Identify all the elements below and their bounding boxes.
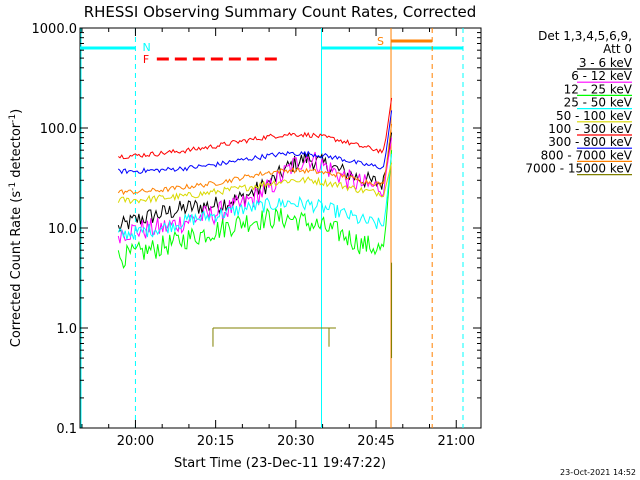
x-axis-label: Start Time (23-Dec-11 19:47:22) — [174, 456, 386, 471]
y-axis-label-sup2: -1 — [8, 114, 18, 123]
flare-label: F — [143, 53, 149, 66]
legend-entry-label: 25 - 50 keV — [564, 96, 633, 110]
y-tick-label: 0.1 — [56, 422, 77, 437]
y-tick-label: 1.0 — [56, 322, 77, 337]
plot-area: N S F 20:00 20:15 20:30 20:45 21:00 0.1 1.0 10.0 1… — [32, 22, 482, 449]
y-axis-label-mid: detector — [9, 122, 24, 182]
x-tick-label: 21:00 — [438, 434, 475, 449]
y-axis-label-main: Corrected Count Rate (s — [9, 191, 24, 348]
footer-timestamp: 23-Oct-2021 14:52 — [560, 468, 636, 477]
x-tick-label: 20:45 — [357, 434, 394, 449]
series-line-100-300-kev — [117, 97, 393, 160]
series-layer — [117, 97, 393, 359]
legend-header-detectors: Det 1,3,4,5,6,9, — [538, 29, 632, 43]
y-tick-label: 1000.0 — [32, 22, 78, 37]
legend-entry-label: 3 - 6 keV — [579, 56, 633, 70]
series-line-300-800-kev — [117, 110, 393, 175]
series-line-25-50-kev — [117, 153, 393, 240]
legend-entry-label: 800 - 7000 keV — [541, 148, 633, 162]
y-axis-label: Corrected Count Rate (s-1 detector-1) — [8, 109, 24, 347]
annotation-layer: N S F — [80, 28, 464, 428]
legend-entry-label: 6 - 12 keV — [571, 69, 633, 83]
legend-entry-label: 50 - 100 keV — [556, 109, 633, 123]
y-tick-label: 10.0 — [48, 222, 77, 237]
night-label: N — [142, 41, 150, 54]
x-tick-label: 20:00 — [117, 434, 154, 449]
legend-entry-label: 300 - 800 keV — [548, 135, 632, 149]
series-line-50-100-kev — [117, 162, 393, 205]
series-line-12-25-kev — [117, 150, 393, 270]
saa-label: S — [377, 35, 384, 48]
x-tick-label: 20:15 — [197, 434, 234, 449]
y-axis-label-sup1: -1 — [8, 182, 18, 191]
chart-title: RHESSI Observing Summary Count Rates, Co… — [84, 3, 477, 21]
legend-entry-label: 100 - 300 keV — [548, 122, 632, 136]
legend-entry-label: 7000 - 15000 keV — [525, 162, 632, 176]
series-line-800-7000-kev — [117, 123, 393, 196]
plot-frame — [79, 27, 482, 429]
legend-entry-label: 12 - 25 keV — [564, 82, 633, 96]
axis-ticks: 20:00 20:15 20:30 20:45 21:00 0.1 1.0 10.0 100.0… — [32, 22, 481, 449]
y-axis-label-end: ) — [9, 109, 24, 114]
legend-header-attenuator: Att 0 — [603, 42, 632, 56]
series-line-6-12-kev — [117, 137, 393, 244]
series-line-3-6-kev — [117, 132, 393, 233]
y-tick-label: 100.0 — [40, 122, 77, 137]
x-tick-label: 20:30 — [277, 434, 314, 449]
